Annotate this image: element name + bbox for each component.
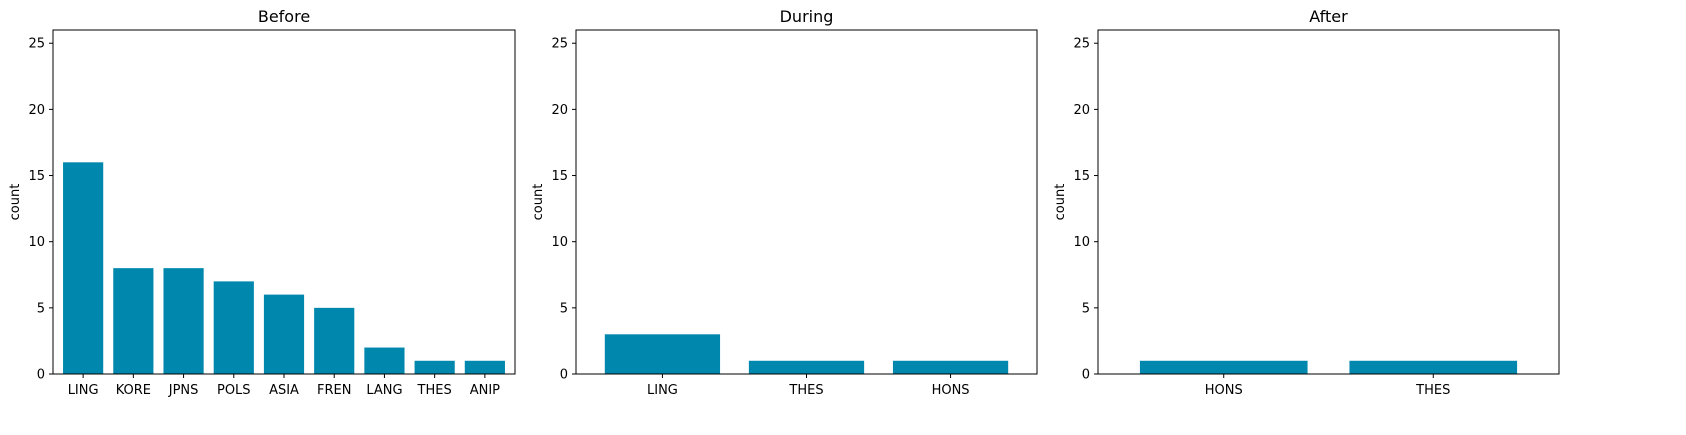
x-tick-label: HONS [1205, 383, 1243, 398]
chart-title: After [1309, 7, 1348, 26]
y-tick-label: 10 [551, 235, 568, 250]
x-tick-label: THES [788, 383, 823, 398]
y-tick-label: 0 [1082, 368, 1090, 383]
y-tick-label: 20 [551, 103, 568, 118]
x-tick-label: LING [647, 383, 678, 398]
axes-frame [52, 29, 516, 375]
x-tick-label: FREN [317, 383, 351, 398]
y-axis-label: count [531, 184, 546, 221]
x-tick-label: ANIP [470, 383, 500, 398]
bar-hons [892, 360, 1009, 374]
x-tick-label: LING [68, 383, 99, 398]
y-tick-label: 10 [28, 235, 45, 250]
y-tick-label: 10 [1073, 235, 1090, 250]
bar-ling [63, 162, 104, 374]
y-tick-label: 5 [37, 301, 45, 316]
x-tick-label: ASIA [269, 383, 299, 398]
chart-title: During [780, 7, 834, 26]
x-tick-label: LANG [366, 383, 402, 398]
x-tick-label: THES [1415, 383, 1450, 398]
x-tick-label: THES [417, 383, 452, 398]
y-tick-label: 15 [1073, 169, 1090, 184]
y-tick-label: 20 [28, 103, 45, 118]
subplot-before: LING KORE JPNS POLS ASIA FREN LANG THES ANIP 0 5 10… [8, 7, 516, 398]
x-tick-label: POLS [217, 383, 251, 398]
y-axis-label: count [8, 184, 23, 221]
y-tick-label: 20 [1073, 103, 1090, 118]
axes-frame [575, 29, 1038, 375]
bar-ling [604, 334, 721, 374]
bar-asia [263, 294, 305, 374]
subplot-during: LING THES HONS 0 5 10 15 20 25 During count [531, 7, 1038, 398]
y-tick-label: 25 [551, 37, 568, 52]
bar-fren [314, 307, 355, 374]
bar-kore [113, 268, 154, 374]
y-tick-label: 5 [1082, 301, 1090, 316]
chart-title: Before [258, 7, 310, 26]
y-tick-label: 0 [37, 368, 45, 383]
bar-thes [1349, 360, 1518, 374]
axes-frame [1097, 29, 1560, 375]
y-tick-label: 15 [551, 169, 568, 184]
x-tick-label: HONS [932, 383, 970, 398]
bar-thes [748, 360, 865, 374]
bar-pols [213, 281, 254, 374]
y-tick-label: 25 [1073, 37, 1090, 52]
y-tick-label: 5 [560, 301, 568, 316]
bar-hons [1139, 360, 1308, 374]
y-tick-label: 0 [560, 368, 568, 383]
bar-anip [464, 360, 505, 374]
y-tick-label: 15 [28, 169, 45, 184]
bar-jpns [163, 268, 204, 374]
x-tick-label: JPNS [168, 383, 199, 398]
bar-thes [414, 360, 455, 374]
bar-lang [364, 347, 405, 374]
y-tick-label: 25 [28, 37, 45, 52]
x-tick-label: KORE [116, 383, 151, 398]
subplot-after: HONS THES 0 5 10 15 20 25 After count [1053, 7, 1560, 398]
y-axis-label: count [1053, 184, 1068, 221]
